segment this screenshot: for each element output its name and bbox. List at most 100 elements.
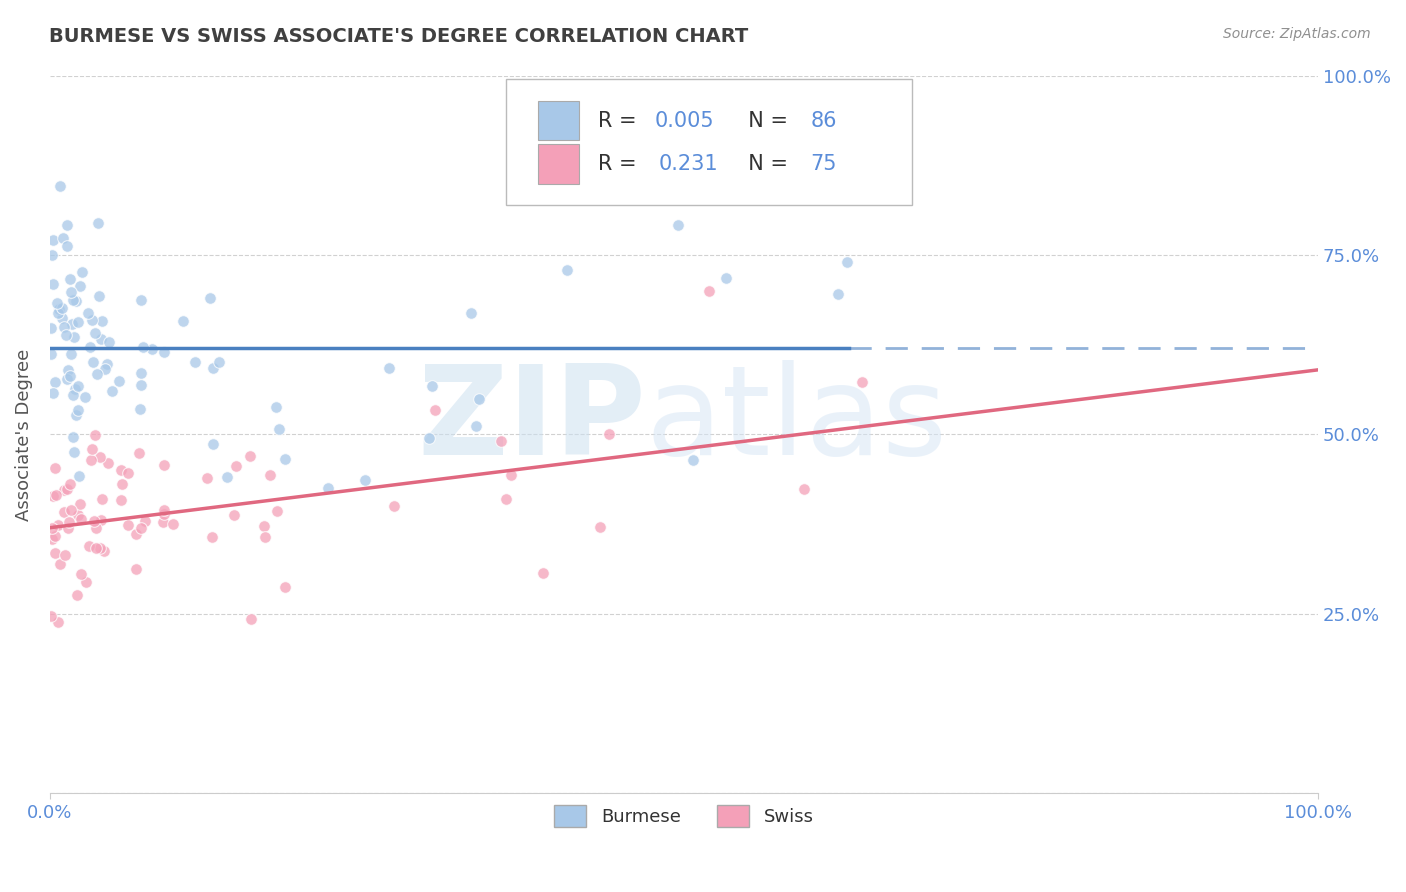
Point	[197, 471, 219, 485]
Point	[141, 342, 163, 356]
Point	[46, 517, 69, 532]
Point	[208, 355, 231, 369]
Point	[468, 392, 491, 407]
Point	[598, 427, 620, 442]
Point	[225, 459, 247, 474]
Point	[79, 539, 101, 553]
Point	[59, 477, 82, 491]
Point	[70, 512, 93, 526]
Point	[153, 458, 176, 472]
Point	[69, 279, 91, 293]
Point	[59, 285, 82, 300]
Text: N =: N =	[735, 111, 794, 131]
Point	[58, 521, 80, 535]
Point	[84, 541, 107, 555]
Point	[129, 293, 152, 308]
Point	[41, 609, 63, 624]
Point	[117, 466, 139, 480]
Point	[75, 575, 97, 590]
Point	[252, 519, 274, 533]
Point	[91, 314, 114, 328]
Point	[53, 483, 76, 497]
Point	[198, 291, 221, 305]
Point	[41, 489, 63, 503]
Point	[274, 451, 297, 466]
Point	[56, 218, 79, 232]
Point	[501, 467, 523, 482]
Point	[152, 345, 174, 359]
Point	[80, 313, 103, 327]
Point	[117, 517, 139, 532]
Point	[69, 497, 91, 511]
Point	[48, 179, 70, 194]
Text: R =: R =	[598, 111, 643, 131]
Y-axis label: Associate's Degree: Associate's Degree	[15, 348, 32, 521]
Point	[418, 431, 440, 445]
Point	[83, 514, 105, 528]
Point	[460, 306, 482, 320]
Point	[70, 265, 93, 279]
Point	[184, 355, 207, 369]
Point	[46, 295, 69, 310]
Text: 0.231: 0.231	[658, 153, 718, 174]
Point	[354, 473, 377, 487]
Point	[80, 442, 103, 457]
Point	[98, 334, 121, 349]
Point	[66, 315, 89, 329]
Point	[420, 379, 443, 393]
Point	[62, 445, 84, 459]
Point	[152, 515, 174, 529]
Point	[152, 503, 174, 517]
Point	[125, 527, 148, 541]
Point	[41, 277, 63, 291]
Point	[80, 453, 103, 467]
Point	[59, 272, 82, 286]
Point	[52, 231, 75, 245]
Text: atlas: atlas	[645, 359, 948, 481]
Point	[77, 306, 100, 320]
Point	[316, 482, 339, 496]
Point	[222, 508, 245, 522]
Point	[65, 408, 87, 422]
Point	[162, 516, 184, 531]
Point	[96, 357, 118, 371]
Point	[837, 254, 859, 268]
Point	[489, 434, 512, 449]
FancyBboxPatch shape	[506, 79, 912, 205]
Point	[254, 530, 277, 544]
Point	[108, 374, 131, 388]
Point	[264, 401, 287, 415]
Point	[266, 504, 288, 518]
Point	[51, 301, 73, 315]
Point	[41, 248, 63, 262]
Text: BURMESE VS SWISS ASSOCIATE'S DEGREE CORRELATION CHART: BURMESE VS SWISS ASSOCIATE'S DEGREE CORR…	[49, 27, 748, 45]
Text: 86: 86	[811, 111, 837, 131]
Point	[52, 505, 75, 519]
Point	[132, 340, 155, 354]
Point	[128, 445, 150, 459]
Point	[66, 588, 89, 602]
Point	[464, 418, 486, 433]
Point	[201, 530, 224, 544]
Point	[90, 513, 112, 527]
Point	[84, 326, 107, 341]
Point	[44, 375, 66, 389]
Point	[93, 543, 115, 558]
Point	[66, 508, 89, 523]
Text: Source: ZipAtlas.com: Source: ZipAtlas.com	[1223, 27, 1371, 41]
Point	[110, 492, 132, 507]
Point	[129, 378, 152, 392]
Point	[42, 385, 65, 400]
Point	[62, 430, 84, 444]
Point	[172, 314, 194, 328]
Point	[84, 521, 107, 535]
Point	[67, 469, 90, 483]
Point	[56, 482, 79, 496]
Point	[378, 361, 401, 376]
Point	[41, 233, 63, 247]
Point	[239, 611, 262, 625]
Point	[87, 288, 110, 302]
Point	[44, 529, 66, 543]
Point	[682, 453, 704, 467]
Point	[793, 482, 815, 496]
